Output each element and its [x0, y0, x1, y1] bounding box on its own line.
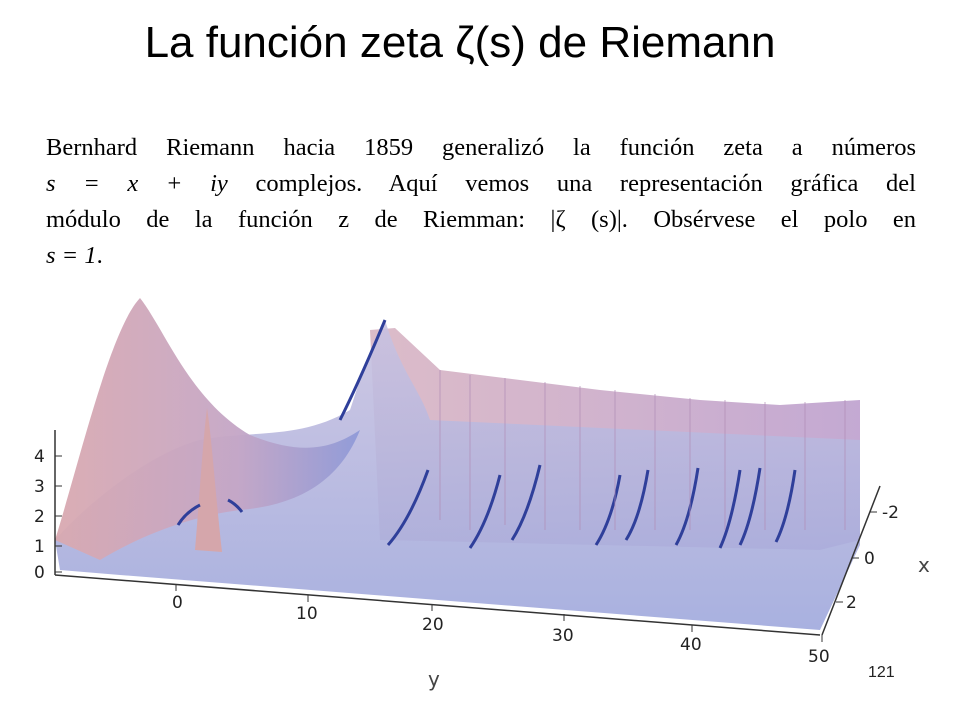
surface-sheet-lines	[439, 370, 846, 530]
math-s-equals-1: s = 1	[46, 242, 97, 269]
pole-spike	[195, 408, 222, 552]
z-tick-label: 3	[34, 477, 45, 497]
y-tick-label: 10	[296, 604, 318, 624]
ridge-8	[624, 469, 650, 541]
ridge-9	[674, 467, 700, 546]
ridge-2	[227, 498, 244, 513]
x-tick-label: -2	[882, 503, 899, 523]
paragraph-line-2-text: complejos. Aquí vemos una representación…	[227, 170, 916, 197]
zero-ridges	[176, 319, 797, 549]
paragraph-line-1: Bernhard Riemann hacia 1859 generalizó l…	[46, 134, 916, 161]
ridge-1	[176, 503, 201, 526]
y-tick-label: 40	[680, 635, 702, 655]
z-tick-label: 4	[34, 447, 45, 467]
y-axis: 0 10 20 30 40 50 y	[54, 574, 830, 691]
y-tick-label: 50	[808, 647, 830, 667]
paragraph-line-4-end: .	[96, 242, 103, 269]
x-axis-label: x	[918, 553, 930, 577]
paragraph-line-4: s = 1.	[46, 238, 916, 274]
zeta-surface-svg: 4 3 2 1 0 0 10 20 30 40 50 y	[34, 298, 930, 691]
x-axis: -2 0 2 x	[821, 485, 930, 636]
ridge-12	[774, 469, 797, 543]
body-paragraph: Bernhard Riemann hacia 1859 generalizó l…	[46, 130, 916, 274]
math-s-equals-x-plus-iy: s = x + iy	[46, 170, 228, 197]
ridge-4	[386, 469, 430, 546]
z-tick-label: 0	[34, 563, 45, 583]
ridge-3	[338, 319, 387, 421]
y-tick-label: 30	[552, 626, 574, 646]
ridge-7	[594, 474, 622, 546]
y-tick-label: 0	[172, 593, 183, 613]
x-tick-label: 2	[846, 593, 857, 613]
z-tick-label: 2	[34, 507, 45, 527]
z-tick-label: 1	[34, 537, 45, 557]
slide-title: La función zeta ζ(s) de Riemann	[144, 18, 776, 67]
paragraph-line-3: módulo de la función z de Riemman: |ζ (s…	[46, 206, 916, 233]
z-axis: 4 3 2 1 0	[34, 430, 62, 583]
ridge-5	[468, 474, 502, 549]
ridge-6	[510, 464, 542, 541]
y-tick-label: 20	[422, 615, 444, 635]
ridge-10	[718, 469, 742, 549]
page-number: 121	[868, 664, 895, 681]
zeta-surface-figure: 4 3 2 1 0 0 10 20 30 40 50 y	[0, 290, 960, 700]
x-tick-label: 0	[864, 549, 875, 569]
paragraph-line-2: s = x + iy complejos. Aquí vemos una rep…	[46, 166, 916, 202]
ridge-11	[738, 467, 762, 546]
y-axis-label: y	[428, 667, 440, 691]
base-surface	[55, 320, 860, 630]
